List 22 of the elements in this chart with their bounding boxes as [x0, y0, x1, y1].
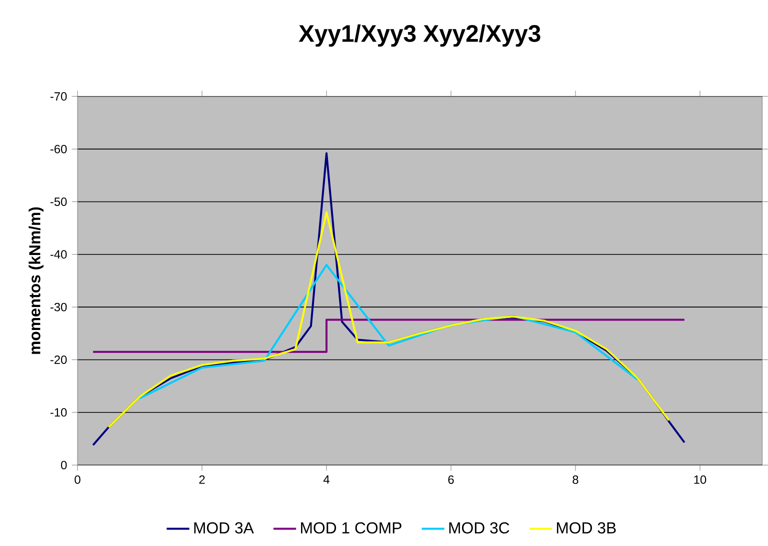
x-tick-label: 2 — [199, 476, 205, 484]
chart-title: Xyy1/Xyy3 Xyy2/Xyy3 — [298, 24, 540, 47]
y-tick-label: -30 — [50, 303, 67, 312]
x-tick-label: 0 — [74, 476, 80, 484]
y-tick-label: -70 — [50, 92, 67, 101]
legend-label: MOD 3C — [449, 522, 510, 534]
y-tick-label: -50 — [50, 198, 67, 206]
x-tick-label: 10 — [694, 476, 706, 484]
line-series — [108, 211, 670, 428]
legend-label: MOD 3B — [556, 522, 616, 534]
y-tick-label: -40 — [50, 250, 67, 259]
legend-label: MOD 3A — [194, 522, 254, 534]
line-series — [138, 264, 639, 400]
x-tick-label: 8 — [572, 476, 578, 484]
y-tick-label: -10 — [50, 408, 67, 417]
x-tick-label: 4 — [323, 476, 330, 484]
y-axis-title: momentos (kNm/m) — [28, 208, 44, 354]
y-tick-label: -60 — [50, 145, 67, 154]
legend-label: MOD 1 COMP — [301, 522, 402, 534]
y-tick-label: 0 — [61, 461, 67, 470]
y-tick-label: -20 — [50, 356, 67, 364]
x-tick-label: 6 — [448, 476, 454, 484]
